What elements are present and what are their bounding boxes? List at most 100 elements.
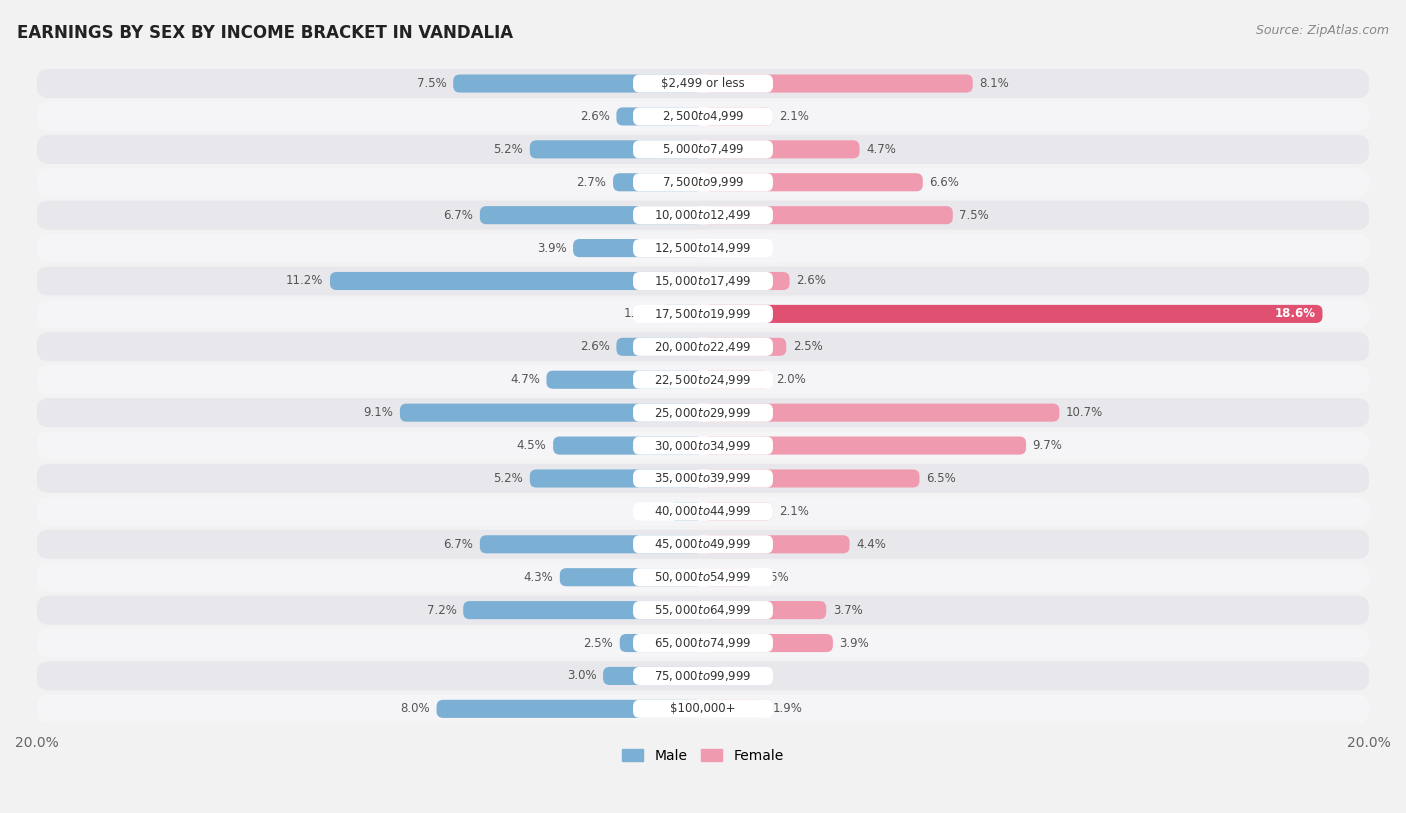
Text: $12,500 to $14,999: $12,500 to $14,999 [654, 241, 752, 255]
FancyBboxPatch shape [633, 107, 773, 125]
FancyBboxPatch shape [530, 469, 703, 488]
FancyBboxPatch shape [463, 601, 703, 620]
FancyBboxPatch shape [37, 299, 1369, 328]
FancyBboxPatch shape [659, 305, 703, 323]
Text: $55,000 to $64,999: $55,000 to $64,999 [654, 603, 752, 617]
FancyBboxPatch shape [37, 431, 1369, 460]
Text: $65,000 to $74,999: $65,000 to $74,999 [654, 636, 752, 650]
Text: 9.1%: 9.1% [363, 406, 394, 420]
FancyBboxPatch shape [37, 233, 1369, 263]
FancyBboxPatch shape [633, 207, 773, 224]
Text: 7.2%: 7.2% [426, 603, 457, 616]
FancyBboxPatch shape [37, 167, 1369, 197]
FancyBboxPatch shape [574, 239, 703, 257]
FancyBboxPatch shape [616, 337, 703, 356]
FancyBboxPatch shape [633, 403, 773, 422]
FancyBboxPatch shape [633, 601, 773, 620]
FancyBboxPatch shape [703, 75, 973, 93]
Text: $17,500 to $19,999: $17,500 to $19,999 [654, 307, 752, 321]
FancyBboxPatch shape [633, 337, 773, 356]
FancyBboxPatch shape [703, 173, 922, 191]
FancyBboxPatch shape [633, 371, 773, 389]
FancyBboxPatch shape [703, 207, 953, 224]
Text: $15,000 to $17,499: $15,000 to $17,499 [654, 274, 752, 288]
Text: 2.5%: 2.5% [793, 341, 823, 354]
Text: 4.7%: 4.7% [866, 143, 896, 156]
Text: 2.6%: 2.6% [579, 110, 610, 123]
FancyBboxPatch shape [613, 173, 703, 191]
Text: 3.7%: 3.7% [832, 603, 863, 616]
Text: $100,000+: $100,000+ [671, 702, 735, 715]
FancyBboxPatch shape [703, 403, 1059, 422]
FancyBboxPatch shape [633, 173, 773, 191]
Text: $75,000 to $99,999: $75,000 to $99,999 [654, 669, 752, 683]
FancyBboxPatch shape [703, 634, 832, 652]
Text: $7,500 to $9,999: $7,500 to $9,999 [662, 176, 744, 189]
Text: 2.6%: 2.6% [579, 341, 610, 354]
Text: 8.1%: 8.1% [980, 77, 1010, 90]
Text: 18.6%: 18.6% [1275, 307, 1316, 320]
FancyBboxPatch shape [703, 601, 827, 620]
FancyBboxPatch shape [603, 667, 703, 685]
Text: $2,499 or less: $2,499 or less [661, 77, 745, 90]
Text: 2.6%: 2.6% [796, 275, 827, 288]
Text: 2.1%: 2.1% [779, 505, 810, 518]
FancyBboxPatch shape [530, 141, 703, 159]
Text: 4.5%: 4.5% [517, 439, 547, 452]
Text: 3.0%: 3.0% [567, 669, 596, 682]
FancyBboxPatch shape [560, 568, 703, 586]
Text: $40,000 to $44,999: $40,000 to $44,999 [654, 504, 752, 519]
Text: 5.2%: 5.2% [494, 143, 523, 156]
FancyBboxPatch shape [633, 502, 773, 520]
FancyBboxPatch shape [37, 102, 1369, 131]
FancyBboxPatch shape [616, 107, 703, 125]
Text: EARNINGS BY SEX BY INCOME BRACKET IN VANDALIA: EARNINGS BY SEX BY INCOME BRACKET IN VAN… [17, 24, 513, 42]
Text: 4.3%: 4.3% [523, 571, 553, 584]
FancyBboxPatch shape [703, 107, 773, 125]
FancyBboxPatch shape [633, 667, 773, 685]
Text: 7.5%: 7.5% [959, 209, 990, 222]
FancyBboxPatch shape [703, 667, 725, 685]
Text: 11.2%: 11.2% [285, 275, 323, 288]
FancyBboxPatch shape [37, 135, 1369, 164]
Text: $5,000 to $7,499: $5,000 to $7,499 [662, 142, 744, 156]
FancyBboxPatch shape [37, 398, 1369, 427]
FancyBboxPatch shape [633, 141, 773, 159]
FancyBboxPatch shape [399, 403, 703, 422]
Text: $20,000 to $22,499: $20,000 to $22,499 [654, 340, 752, 354]
Text: 6.5%: 6.5% [927, 472, 956, 485]
FancyBboxPatch shape [633, 634, 773, 652]
FancyBboxPatch shape [37, 563, 1369, 592]
FancyBboxPatch shape [436, 700, 703, 718]
Text: 9.7%: 9.7% [1033, 439, 1063, 452]
FancyBboxPatch shape [703, 535, 849, 554]
FancyBboxPatch shape [37, 365, 1369, 394]
FancyBboxPatch shape [633, 700, 773, 718]
Text: 8.0%: 8.0% [401, 702, 430, 715]
Text: 1.3%: 1.3% [623, 307, 652, 320]
Text: 10.7%: 10.7% [1066, 406, 1104, 420]
Text: 7.5%: 7.5% [416, 77, 447, 90]
Text: $2,500 to $4,999: $2,500 to $4,999 [662, 110, 744, 124]
FancyBboxPatch shape [479, 207, 703, 224]
Text: 1.9%: 1.9% [773, 702, 803, 715]
Text: 2.0%: 2.0% [776, 373, 806, 386]
FancyBboxPatch shape [37, 694, 1369, 724]
Text: $10,000 to $12,499: $10,000 to $12,499 [654, 208, 752, 222]
Legend: Male, Female: Male, Female [617, 743, 789, 768]
FancyBboxPatch shape [553, 437, 703, 454]
Text: Source: ZipAtlas.com: Source: ZipAtlas.com [1256, 24, 1389, 37]
Text: $22,500 to $24,999: $22,500 to $24,999 [654, 372, 752, 387]
FancyBboxPatch shape [37, 333, 1369, 361]
FancyBboxPatch shape [703, 700, 766, 718]
FancyBboxPatch shape [37, 464, 1369, 493]
Text: $25,000 to $29,999: $25,000 to $29,999 [654, 406, 752, 420]
Text: 3.9%: 3.9% [839, 637, 869, 650]
Text: 1.0%: 1.0% [633, 505, 664, 518]
FancyBboxPatch shape [37, 628, 1369, 658]
Text: 6.6%: 6.6% [929, 176, 959, 189]
Text: 5.2%: 5.2% [494, 472, 523, 485]
FancyBboxPatch shape [703, 337, 786, 356]
FancyBboxPatch shape [703, 437, 1026, 454]
Text: $35,000 to $39,999: $35,000 to $39,999 [654, 472, 752, 485]
